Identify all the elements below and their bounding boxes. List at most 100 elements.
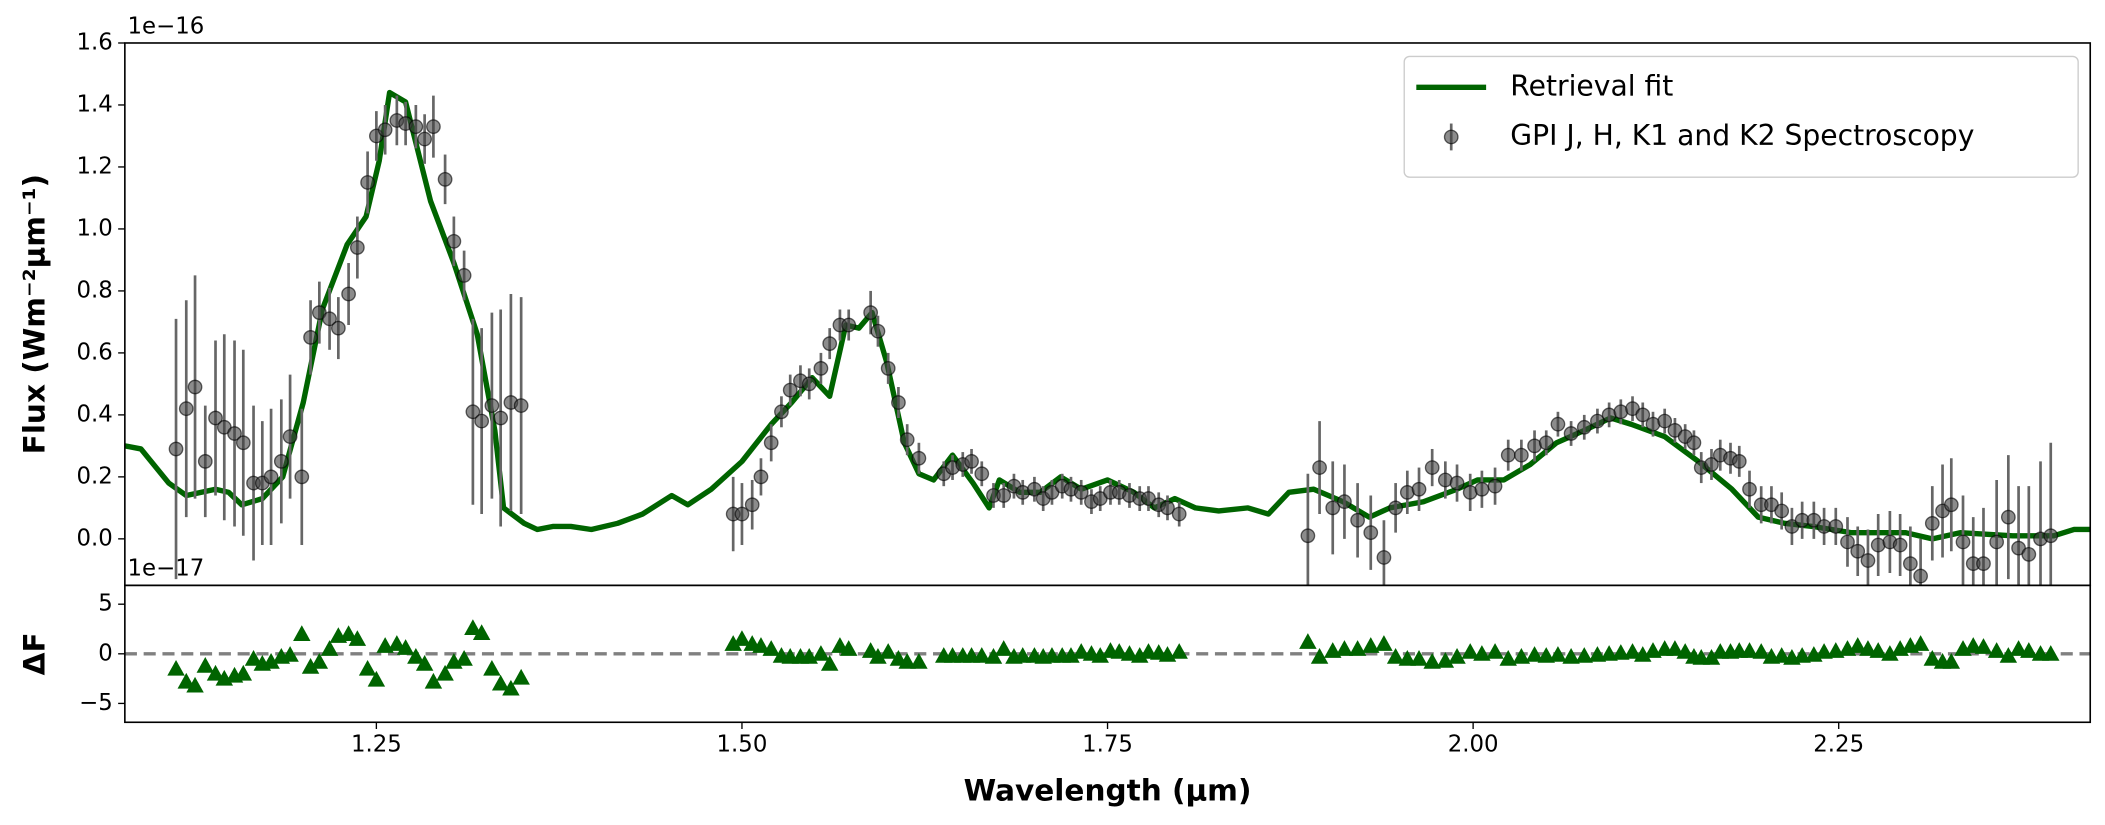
x-tick-label: 2.00: [1448, 732, 1499, 758]
data-point: [2043, 528, 2059, 544]
y-tick-label: 1.6: [76, 29, 112, 55]
residual-marker: [1793, 647, 1811, 663]
x-tick-label: 2.25: [1813, 732, 1864, 758]
data-point: [341, 286, 356, 302]
residual-marker: [1512, 648, 1531, 664]
residual-marker: [424, 672, 443, 689]
y-tick-label: 1.4: [76, 91, 112, 117]
data-point: [437, 171, 453, 187]
data-point: [880, 361, 896, 376]
residual-marker: [415, 655, 434, 671]
y-tick-label: 0.0: [76, 525, 112, 551]
data-point: [2000, 509, 2016, 525]
residual-marker: [2009, 640, 2028, 656]
residual-marker: [879, 643, 897, 659]
data-point: [208, 410, 223, 426]
residual-marker: [1634, 646, 1652, 662]
data-point: [822, 336, 838, 351]
data-point: [1500, 447, 1516, 463]
data-point: [168, 441, 184, 457]
residual-marker: [1486, 643, 1504, 659]
residual-marker: [167, 659, 185, 676]
data-point: [349, 240, 365, 255]
data-point: [235, 435, 251, 451]
residual-marker: [724, 635, 742, 651]
x-tick-label: 1.75: [1082, 732, 1133, 758]
data-point: [1073, 484, 1089, 500]
data-point: [1731, 453, 1747, 469]
y-tick-label: 0.4: [76, 401, 112, 427]
y-tick-label: 0: [98, 640, 113, 666]
data-point: [899, 432, 915, 448]
residual-marker: [1362, 637, 1380, 653]
residual-marker: [1575, 647, 1593, 663]
data-point: [426, 119, 441, 135]
data-point: [1686, 435, 1702, 451]
data-point: [1550, 416, 1566, 432]
data-point: [465, 404, 481, 420]
data-point: [801, 376, 817, 392]
data-point: [322, 311, 337, 327]
residual-marker: [869, 648, 887, 664]
data-point: [1538, 435, 1554, 451]
residual-marker: [293, 625, 311, 641]
residual-marker: [262, 653, 280, 669]
residual-marker: [1869, 642, 1887, 658]
y-tick-label: 0.8: [76, 277, 112, 303]
y-axis-label: Flux (Wm⁻²µm⁻¹): [18, 174, 52, 454]
residual-marker: [1815, 643, 1833, 659]
data-point: [1563, 426, 1579, 441]
data-point: [197, 453, 213, 469]
residual-marker: [358, 659, 377, 676]
data-point: [187, 379, 203, 395]
data-point: [1850, 543, 1866, 559]
data-point: [1576, 419, 1592, 435]
data-point: [1171, 506, 1187, 522]
data-point: [964, 453, 979, 469]
residual-marker: [1473, 645, 1491, 661]
residual-marker: [244, 650, 263, 666]
residual-marker: [910, 653, 928, 669]
data-point: [744, 497, 760, 513]
x-tick-label: 1.25: [351, 732, 402, 758]
residual-marker: [1923, 650, 1942, 666]
residual-marker: [1911, 635, 1930, 651]
data-point: [1902, 556, 1918, 572]
residual-marker: [367, 670, 386, 687]
data-point: [1913, 568, 1928, 584]
residual-marker: [1676, 643, 1694, 659]
data-point: [513, 398, 529, 413]
residual-marker: [1335, 640, 1354, 656]
residual-marker: [348, 630, 367, 646]
residual-marker: [1666, 640, 1684, 656]
residual-marker: [1499, 650, 1517, 666]
data-point: [456, 268, 472, 283]
data-point: [1027, 481, 1042, 497]
data-point: [1943, 497, 1959, 513]
residual-marker: [2020, 642, 2038, 658]
residual-marker: [1386, 648, 1405, 664]
residual-marker: [436, 664, 454, 681]
data-point: [1325, 500, 1341, 516]
data-point: [1924, 515, 1940, 531]
data-point: [273, 453, 289, 469]
legend-swatch: [1443, 129, 1459, 145]
data-point: [1892, 537, 1908, 553]
residual-marker: [234, 664, 253, 681]
data-point: [1363, 525, 1379, 541]
residual-marker: [898, 653, 916, 669]
data-point: [1513, 447, 1529, 463]
residual-marker: [396, 639, 415, 655]
data-point: [408, 119, 424, 135]
data-point: [1474, 481, 1490, 497]
plot-area: [124, 89, 2091, 586]
residual-marker: [2042, 645, 2060, 661]
data-point: [1300, 528, 1316, 544]
data-point: [1976, 556, 1991, 572]
residual-marker: [1348, 640, 1367, 656]
y-axis-label: ΔF: [18, 632, 52, 675]
legend-label: Retrieval fit: [1510, 69, 1673, 102]
data-point: [1376, 550, 1392, 565]
y-tick-label: 1.0: [76, 215, 112, 241]
data-point: [753, 469, 769, 485]
